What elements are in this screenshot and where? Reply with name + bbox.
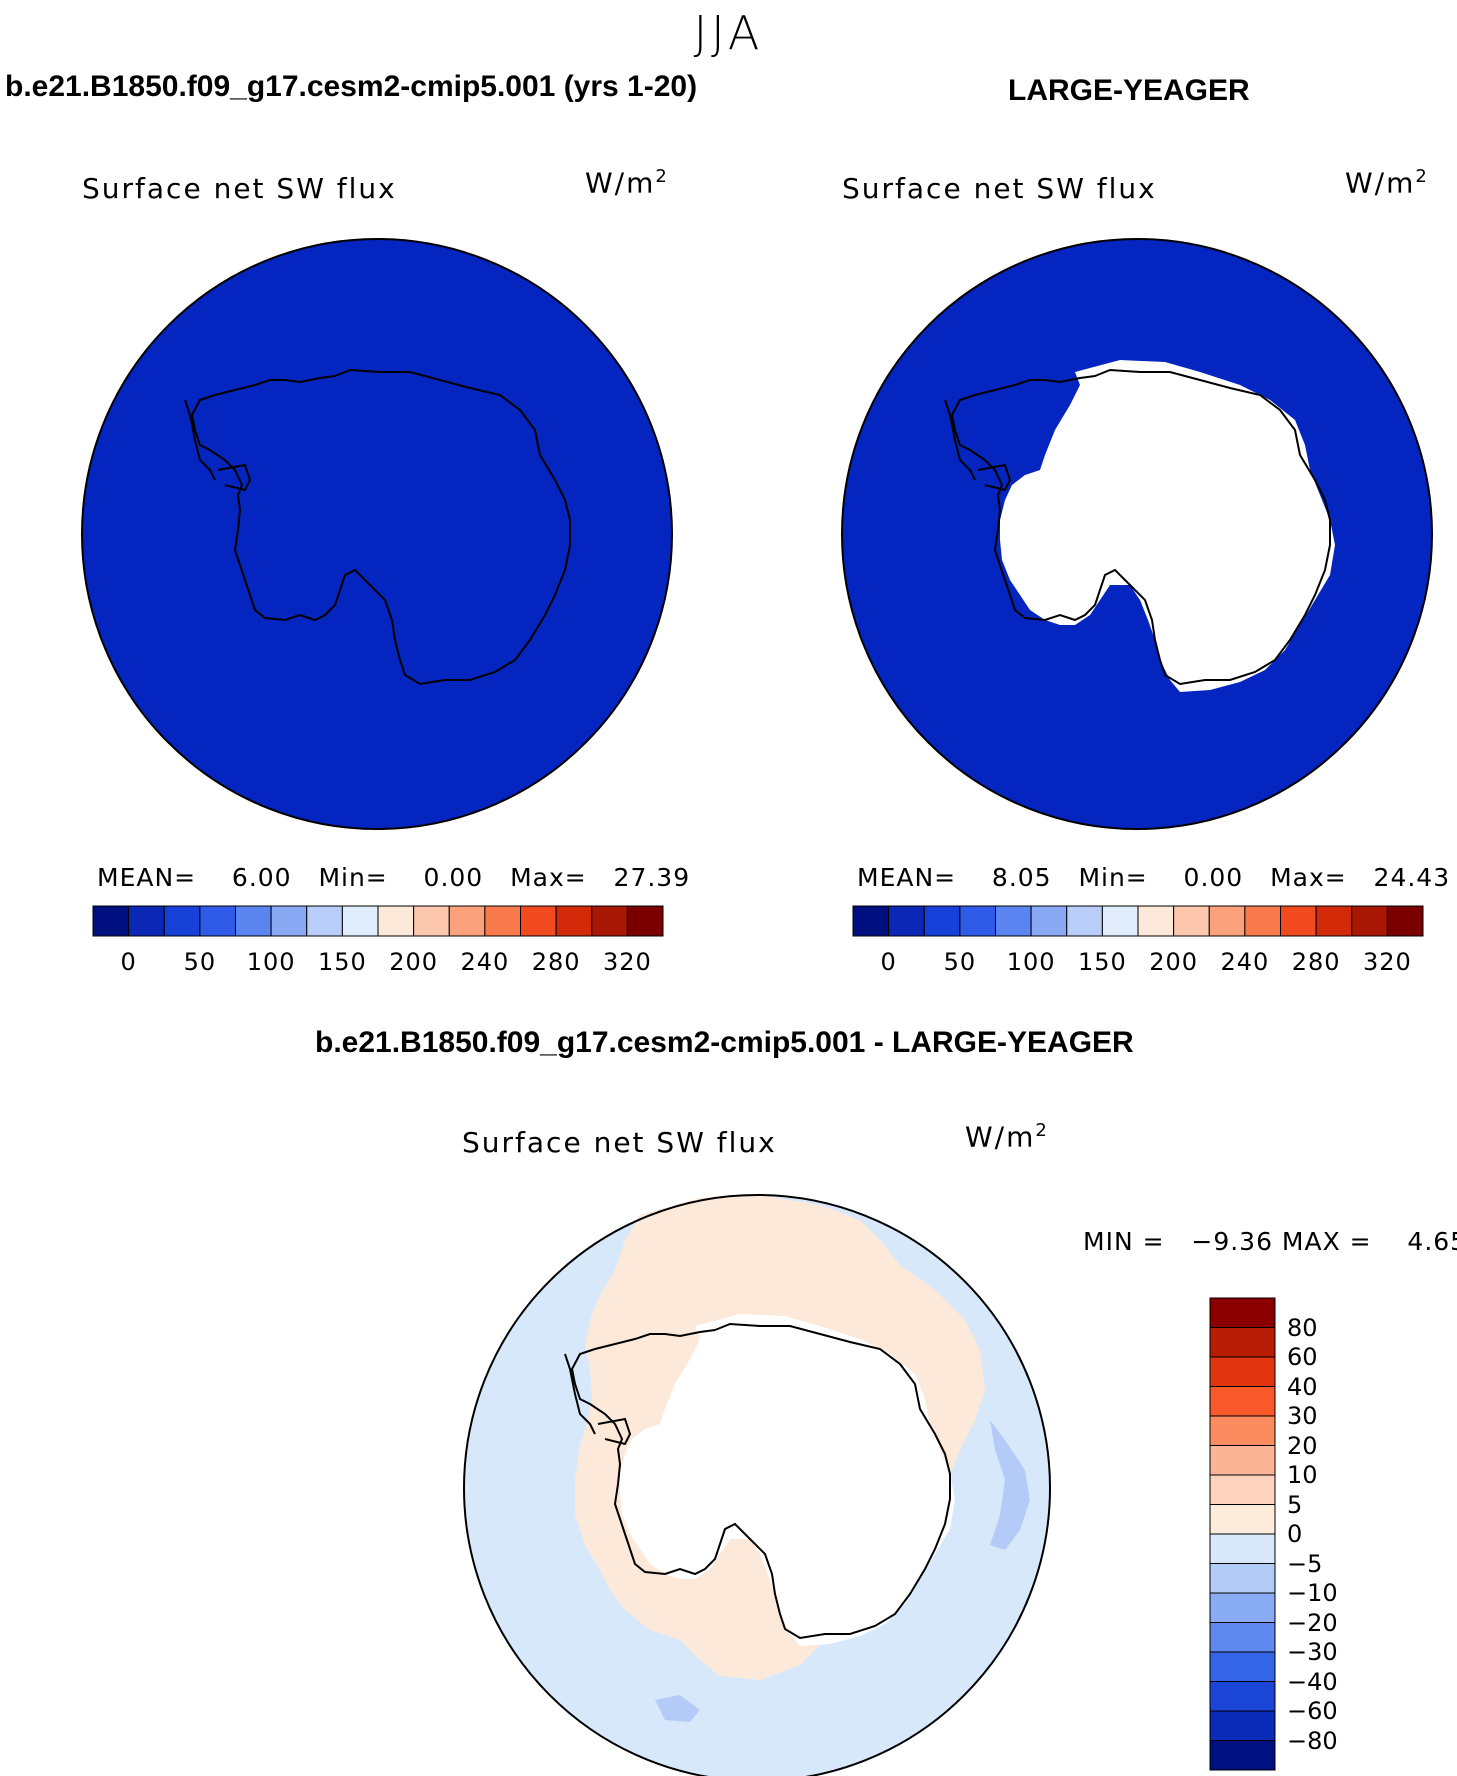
colorbar-segment	[1386, 905, 1424, 937]
colorbar-tick-label: 10	[1287, 1461, 1318, 1489]
panel1-colorbar	[92, 905, 664, 937]
colorbar-segment	[1101, 905, 1139, 937]
colorbar-segment	[959, 905, 996, 937]
colorbar-segment	[852, 905, 890, 937]
colorbar-tick-label: 50	[943, 948, 977, 976]
colorbar-segment	[1209, 1563, 1276, 1594]
panel2-land-mask	[1000, 360, 1335, 692]
colorbar-segment	[1280, 905, 1317, 937]
colorbar-segment	[1244, 905, 1281, 937]
colorbar-tick-label: 0	[1287, 1520, 1303, 1548]
panel2-units: W/m2	[1345, 166, 1429, 200]
colorbar-segment	[128, 905, 165, 937]
panel1-antarctica-coast	[190, 368, 571, 686]
colorbar-tick-label: 100	[246, 948, 296, 976]
colorbar-tick-label: −5	[1287, 1549, 1323, 1578]
colorbar-tick-label: 30	[1287, 1402, 1318, 1430]
colorbar-tick-label: 0	[880, 948, 897, 976]
colorbar-segment	[1209, 1297, 1276, 1328]
panel1-stats: MEAN= 6.00 Min= 0.00 Max= 27.39	[97, 863, 691, 892]
colorbar-tick-label: 280	[531, 948, 581, 976]
colorbar-tick-label: 60	[1287, 1343, 1318, 1371]
colorbar-segment	[888, 905, 925, 937]
colorbar-tick-label: −20	[1287, 1608, 1338, 1637]
colorbar-tick-label: −10	[1287, 1579, 1338, 1607]
colorbar-segment	[1209, 1592, 1276, 1623]
colorbar-segment	[1209, 1533, 1276, 1564]
colorbar-segment	[1030, 905, 1068, 937]
colorbar-segment	[448, 905, 486, 937]
colorbar-segment	[1209, 1651, 1276, 1682]
colorbar-segment	[235, 905, 272, 937]
panel3-antarctica-coast	[570, 1322, 951, 1640]
panel3-variable-label: Surface net SW flux	[462, 1126, 777, 1159]
colorbar-tick-label: 320	[1362, 948, 1412, 976]
colorbar-segment	[1066, 905, 1103, 937]
panel3-units: W/m2	[965, 1120, 1049, 1154]
colorbar-segment	[1209, 1622, 1276, 1653]
colorbar-segment	[1209, 1710, 1276, 1741]
colorbar-tick-label: 280	[1291, 948, 1341, 976]
colorbar-segment	[306, 905, 343, 937]
colorbar-tick-label: 5	[1287, 1490, 1303, 1519]
colorbar-segment	[163, 905, 201, 937]
colorbar-tick-label: 240	[1220, 948, 1270, 976]
panel3-title: b.e21.B1850.f09_g17.cesm2-cmip5.001 - LA…	[315, 1026, 1134, 1059]
colorbar-tick-label: −30	[1287, 1638, 1338, 1666]
panel1-title: b.e21.B1850.f09_g17.cesm2-cmip5.001 (yrs…	[5, 70, 698, 103]
panel2-title: LARGE-YEAGER	[1008, 74, 1250, 107]
panel2-stats: MEAN= 8.05 Min= 0.00 Max= 24.43	[857, 863, 1451, 892]
colorbar-segment	[1209, 1386, 1276, 1417]
colorbar-tick-label: 0	[120, 948, 137, 976]
panel3-land-mask	[620, 1314, 955, 1646]
colorbar-segment	[1209, 1740, 1276, 1771]
colorbar-tick-label: 200	[1149, 948, 1199, 976]
colorbar-tick-label: 20	[1287, 1431, 1318, 1460]
panel2-antarctica-coast	[950, 368, 1331, 686]
colorbar-tick-label: −60	[1287, 1697, 1338, 1725]
panel1-units: W/m2	[585, 166, 669, 200]
panel3-stats: MIN = −9.36 MAX = 4.65	[1083, 1227, 1457, 1256]
colorbar-segment	[1351, 905, 1388, 937]
colorbar-segment	[626, 905, 664, 937]
colorbar-tick-label: 150	[1077, 948, 1127, 976]
panel2-colorbar	[852, 905, 1424, 937]
colorbar-segment	[270, 905, 308, 937]
colorbar-tick-label: −40	[1287, 1667, 1338, 1696]
colorbar-tick-label: 150	[317, 948, 367, 976]
colorbar-segment	[1209, 1504, 1276, 1535]
colorbar-tick-label: 240	[460, 948, 510, 976]
colorbar-tick-label: 100	[1006, 948, 1056, 976]
colorbar-segment	[1209, 1474, 1276, 1505]
colorbar-tick-label: −80	[1287, 1726, 1338, 1755]
colorbar-tick-label: 80	[1287, 1313, 1318, 1342]
colorbar-segment	[1315, 905, 1353, 937]
colorbar-segment	[1209, 1356, 1276, 1387]
season-title: JJA	[693, 6, 764, 60]
colorbar-segment	[1209, 1445, 1276, 1476]
colorbar-tick-label: 200	[389, 948, 439, 976]
panel2-variable-label: Surface net SW flux	[842, 172, 1157, 205]
colorbar-tick-label: 320	[602, 948, 652, 976]
panel3-colorbar	[1209, 1297, 1276, 1771]
colorbar-segment	[1209, 1415, 1276, 1446]
panel1-variable-label: Surface net SW flux	[82, 172, 397, 205]
colorbar-segment	[92, 905, 130, 937]
colorbar-tick-label: 50	[183, 948, 217, 976]
colorbar-tick-label: 40	[1287, 1372, 1318, 1401]
colorbar-segment	[1137, 905, 1175, 937]
colorbar-segment	[199, 905, 236, 937]
colorbar-segment	[1209, 1681, 1276, 1712]
colorbar-segment	[413, 905, 450, 937]
colorbar-segment	[1208, 905, 1246, 937]
colorbar-segment	[1209, 1327, 1276, 1358]
